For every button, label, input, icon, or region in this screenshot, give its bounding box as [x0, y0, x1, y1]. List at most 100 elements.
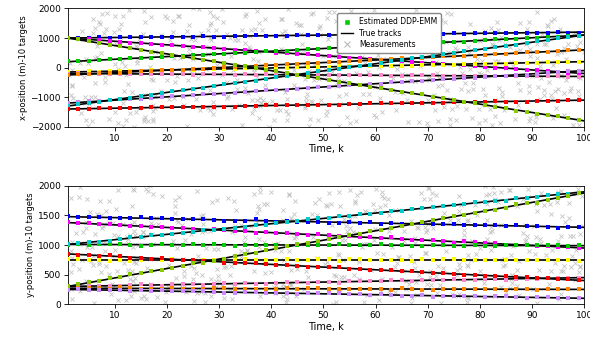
Point: [425, 274, 434, 280]
Point: [209, 65, 218, 71]
Point: [146, 55, 156, 61]
Point: [345, 216, 355, 221]
Point: [121, 72, 130, 77]
Point: [209, 66, 218, 72]
Point: [553, 74, 563, 79]
Point: [397, 268, 407, 273]
Point: [427, 190, 437, 196]
Point: [193, 253, 202, 258]
Point: [185, 52, 194, 57]
Point: [267, 98, 277, 104]
Point: [335, 286, 344, 291]
Point: [117, 21, 126, 26]
Point: [136, 68, 146, 73]
Point: [99, 241, 108, 246]
Point: [293, 218, 302, 223]
Point: [376, 227, 385, 233]
Point: [399, 239, 408, 244]
Point: [574, 296, 584, 301]
Point: [189, 265, 199, 271]
Point: [324, 215, 333, 220]
Point: [199, 66, 208, 71]
Point: [480, 46, 490, 52]
Point: [332, 273, 341, 279]
Point: [428, 217, 438, 222]
Point: [104, 219, 114, 224]
Point: [219, 256, 229, 261]
Point: [501, 66, 510, 71]
Point: [512, 66, 521, 71]
Point: [536, 64, 545, 69]
Point: [533, 300, 542, 306]
Point: [335, 264, 344, 269]
Point: [514, 292, 523, 297]
Point: [181, 290, 191, 295]
Point: [241, 64, 250, 69]
Point: [113, 66, 123, 71]
Point: [488, 242, 497, 247]
Point: [572, 43, 581, 48]
Point: [466, 257, 476, 263]
Point: [342, 27, 351, 33]
Point: [74, 72, 83, 77]
Point: [314, 196, 324, 201]
Point: [480, 208, 490, 214]
Point: [555, 296, 564, 301]
Point: [425, 219, 434, 224]
Point: [307, 99, 316, 104]
Point: [563, 68, 573, 74]
Point: [225, 272, 235, 277]
Point: [178, 264, 187, 269]
Point: [170, 204, 179, 209]
Point: [497, 90, 507, 95]
Point: [196, 30, 206, 35]
Point: [126, 35, 135, 40]
Point: [417, 54, 426, 60]
Point: [529, 223, 539, 228]
Point: [251, 66, 260, 71]
Point: [460, 39, 469, 44]
Point: [359, 299, 369, 305]
Point: [193, 75, 202, 80]
Point: [88, 263, 98, 268]
Point: [178, 43, 187, 49]
Point: [241, 64, 250, 69]
Point: [241, 103, 250, 109]
Point: [553, 60, 563, 65]
Point: [230, 72, 240, 77]
Point: [551, 105, 560, 110]
Point: [105, 71, 114, 76]
Point: [542, 42, 551, 47]
Point: [279, 34, 289, 40]
Point: [136, 282, 146, 287]
Point: [313, 264, 323, 270]
Point: [125, 276, 135, 282]
Point: [209, 281, 218, 287]
Point: [136, 68, 146, 74]
Point: [366, 257, 375, 262]
Point: [84, 101, 94, 106]
Point: [284, 63, 293, 69]
Point: [442, 248, 451, 254]
Point: [170, 197, 179, 203]
Point: [355, 58, 365, 63]
Point: [276, 107, 285, 113]
Point: [563, 295, 573, 301]
Point: [438, 294, 448, 299]
Point: [543, 192, 552, 197]
Point: [336, 290, 345, 295]
Point: [171, 275, 181, 281]
Point: [407, 221, 417, 227]
Point: [282, 48, 291, 53]
Point: [230, 290, 240, 295]
Point: [244, 90, 253, 96]
Point: [532, 200, 542, 206]
Point: [199, 260, 208, 265]
Point: [474, 120, 484, 126]
Point: [465, 21, 474, 26]
Point: [251, 78, 260, 83]
Point: [303, 51, 313, 57]
Point: [100, 79, 110, 84]
Point: [376, 43, 385, 49]
Point: [350, 200, 359, 205]
